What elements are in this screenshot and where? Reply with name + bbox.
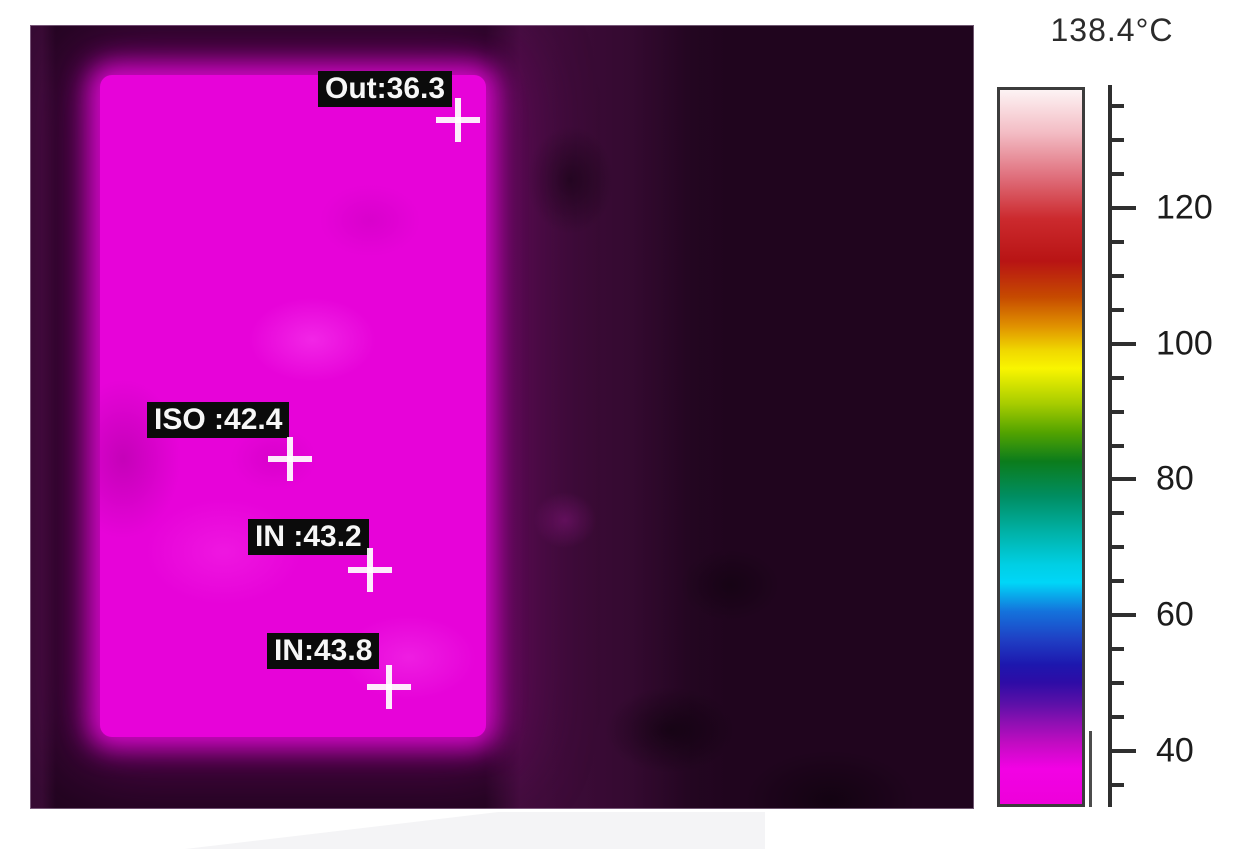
major-tick xyxy=(1112,341,1136,346)
minor-tick xyxy=(1112,443,1124,448)
measurement-label-in1: IN :43.2 xyxy=(248,519,369,555)
crosshair-marker-in1 xyxy=(348,548,392,592)
range-indicator-line xyxy=(1089,731,1092,807)
crosshair-marker-out xyxy=(436,98,480,142)
major-tick xyxy=(1112,477,1136,482)
minor-tick xyxy=(1112,239,1124,244)
minor-tick xyxy=(1112,545,1124,550)
scale-max-label: 138.4°C xyxy=(1050,12,1174,48)
minor-tick xyxy=(1112,375,1124,380)
crosshair-marker-iso xyxy=(268,437,312,481)
crosshair-marker-in2 xyxy=(367,665,411,709)
major-tick xyxy=(1112,749,1136,754)
scale-axis-line xyxy=(1108,85,1112,807)
minor-tick xyxy=(1112,511,1124,516)
colorbar xyxy=(997,87,1085,807)
tick-label-120: 120 xyxy=(1156,188,1213,227)
tick-label-100: 100 xyxy=(1156,324,1213,363)
minor-tick xyxy=(1112,783,1124,787)
minor-tick xyxy=(1112,307,1124,312)
measurement-label-in2: IN:43.8 xyxy=(267,633,380,669)
minor-tick xyxy=(1112,409,1124,414)
tick-label-60: 60 xyxy=(1156,595,1194,634)
tick-label-80: 80 xyxy=(1156,459,1194,498)
minor-tick xyxy=(1112,171,1124,176)
thermal-image: Out:36.3 ISO :42.4 IN :43.2 IN:43.8 xyxy=(30,25,974,809)
tick-label-40: 40 xyxy=(1156,731,1194,770)
measurement-label-out: Out:36.3 xyxy=(318,71,453,107)
minor-tick xyxy=(1112,579,1124,584)
minor-tick xyxy=(1112,137,1124,142)
minor-tick xyxy=(1112,647,1124,652)
major-tick xyxy=(1112,613,1136,618)
major-tick xyxy=(1112,205,1136,210)
minor-tick xyxy=(1112,715,1124,720)
minor-tick xyxy=(1112,104,1124,108)
measurement-label-iso: ISO :42.4 xyxy=(147,402,290,438)
minor-tick xyxy=(1112,681,1124,686)
minor-tick xyxy=(1112,273,1124,278)
hot-panel xyxy=(100,75,486,737)
background-swoosh xyxy=(185,812,765,849)
